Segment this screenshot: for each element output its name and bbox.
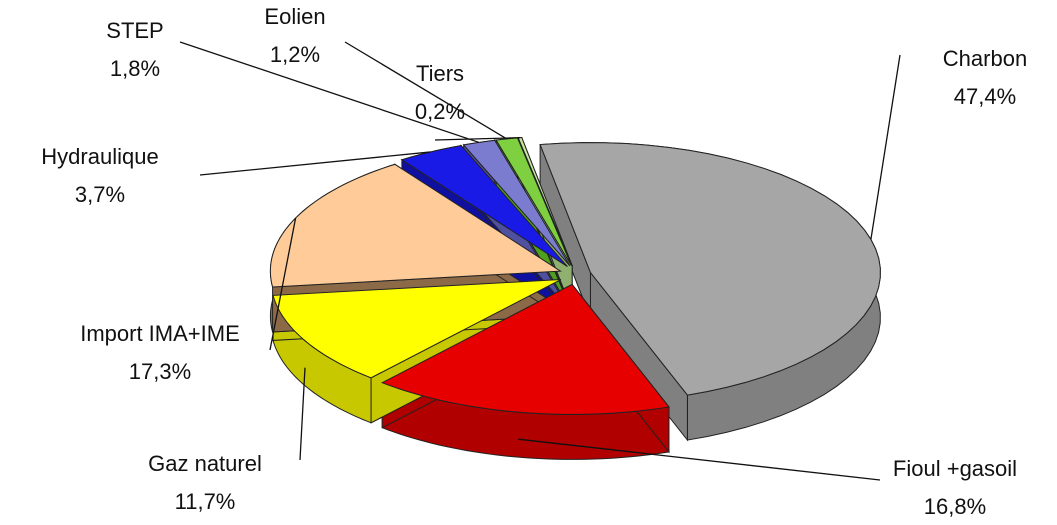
value-label: 11,7% [175, 489, 236, 514]
slice [272, 279, 562, 379]
slice [380, 283, 670, 415]
category-label: Hydraulique [41, 144, 158, 169]
category-label: Eolien [264, 4, 325, 29]
category-label: Gaz naturel [148, 451, 262, 476]
value-label: 47,4% [954, 84, 1016, 109]
value-label: 3,7% [75, 182, 125, 207]
value-label: 16,8% [924, 494, 986, 519]
value-label: 0,2% [415, 99, 465, 124]
leader-line [299, 367, 306, 461]
category-label: Tiers [416, 61, 464, 86]
value-label: 17,3% [129, 359, 191, 384]
leader-line [870, 54, 901, 240]
leader-line [199, 151, 431, 176]
category-label: Fioul +gasoil [893, 456, 1017, 481]
value-label: 1,8% [110, 56, 160, 81]
leader-line [518, 438, 881, 481]
value-label: 1,2% [270, 42, 320, 67]
leader-line [179, 41, 480, 144]
leader-line [344, 41, 508, 140]
leader-line [269, 217, 297, 351]
category-label: Import IMA+IME [80, 321, 240, 346]
leader-line [434, 137, 520, 141]
category-label: STEP [106, 18, 163, 43]
slice [539, 142, 881, 396]
slice [462, 139, 571, 267]
category-label: Charbon [943, 46, 1027, 71]
